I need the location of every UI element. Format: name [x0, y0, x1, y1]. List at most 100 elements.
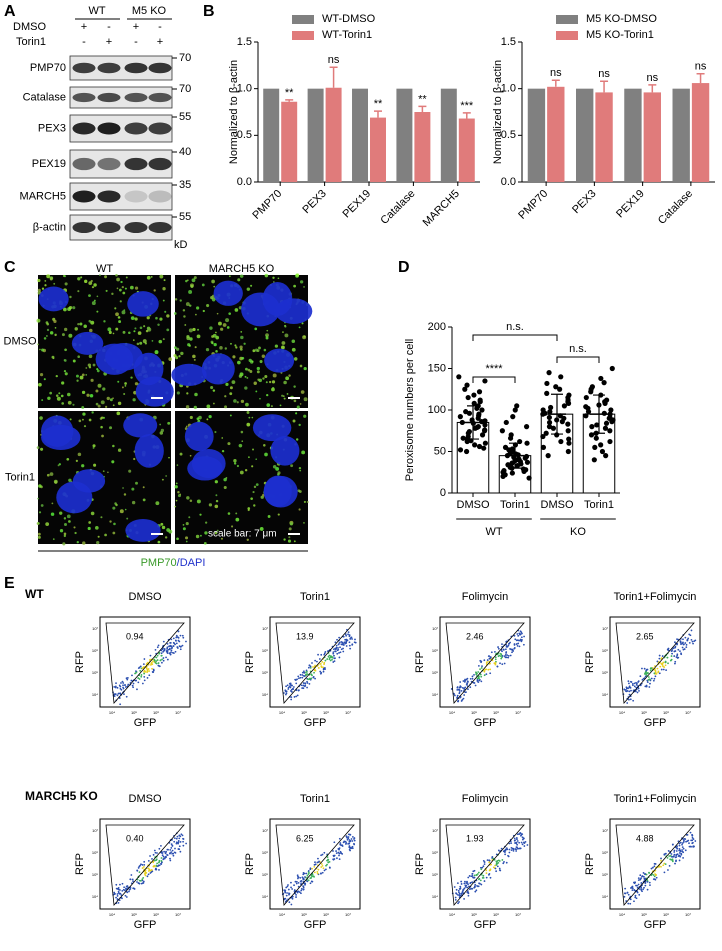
pmp70-signal — [49, 392, 52, 395]
pmp70-signal — [79, 322, 82, 325]
nucleus — [202, 353, 235, 384]
treatment-mark: - — [158, 21, 162, 33]
event-dot — [665, 664, 667, 666]
pmp70-signal — [38, 536, 41, 539]
event-dot — [176, 838, 178, 840]
blot-band — [149, 222, 172, 233]
pmp70-signal — [146, 330, 148, 332]
event-dot — [138, 867, 140, 869]
event-dot — [311, 662, 313, 664]
pmp70-signal — [131, 316, 135, 320]
y-axis-label: RFP — [74, 853, 86, 875]
pmp70-signal — [239, 444, 243, 448]
event-dot — [669, 865, 671, 867]
event-dot — [491, 651, 493, 653]
pmp70-signal — [46, 321, 49, 324]
event-dot — [661, 663, 663, 665]
event-dot — [684, 637, 686, 639]
event-dot — [691, 630, 693, 632]
pmp70-signal — [185, 536, 188, 539]
pmp70-signal — [88, 281, 92, 285]
pmp70-signal — [213, 286, 215, 288]
event-dot — [682, 842, 684, 844]
event-dot — [676, 854, 678, 856]
x-tick-label: PEX19 — [340, 188, 373, 221]
plot-frame — [100, 617, 190, 707]
pmp70-signal — [51, 512, 54, 515]
pmp70-signal — [211, 342, 213, 344]
event-dot — [158, 665, 160, 667]
event-dot — [505, 648, 507, 650]
event-dot — [291, 888, 293, 890]
y-tick-label: 0.0 — [237, 176, 252, 188]
event-dot — [466, 678, 468, 680]
event-dot — [478, 872, 480, 874]
pmp70-signal — [78, 453, 82, 457]
event-dot — [298, 690, 300, 692]
event-dot — [680, 854, 682, 856]
event-dot — [480, 676, 482, 678]
event-dot — [482, 877, 484, 879]
event-dot — [458, 901, 460, 903]
event-dot — [176, 646, 178, 648]
x-tick-label: 10⁷ — [175, 710, 181, 715]
event-dot — [685, 646, 687, 648]
pmp70-signal — [176, 348, 179, 351]
event-dot — [288, 901, 290, 903]
event-dot — [302, 885, 304, 887]
y-axis-label: Normalized to β-actin — [492, 60, 504, 164]
pmp70-signal — [180, 453, 183, 456]
y-tick-label: 10⁶ — [432, 648, 438, 653]
event-dot — [168, 645, 170, 647]
y-tick-label: 10⁶ — [262, 850, 268, 855]
event-dot — [172, 652, 174, 654]
event-dot — [179, 835, 181, 837]
data-point — [467, 411, 472, 416]
pmp70-signal — [241, 431, 244, 434]
event-dot — [164, 858, 166, 860]
pmp70-signal — [175, 485, 178, 488]
pmp70-signal — [254, 382, 257, 385]
pmp70-signal — [233, 459, 236, 462]
event-dot — [179, 845, 181, 847]
event-dot — [351, 643, 353, 645]
event-dot — [518, 640, 520, 642]
nucleus — [73, 469, 105, 492]
event-dot — [295, 894, 297, 896]
event-dot — [480, 879, 482, 881]
pmp70-signal — [288, 540, 291, 543]
event-dot — [336, 639, 338, 641]
bar — [281, 102, 297, 182]
pmp70-signal — [183, 309, 185, 311]
event-dot — [667, 662, 669, 664]
y-tick-label: 10⁷ — [262, 626, 268, 631]
pmp70-signal — [53, 320, 56, 323]
pmp70-signal — [160, 431, 163, 434]
event-dot — [150, 655, 152, 657]
pmp70-signal — [101, 416, 103, 418]
event-dot — [483, 659, 485, 661]
pmp70-signal — [113, 333, 115, 335]
event-dot — [310, 673, 312, 675]
event-dot — [641, 890, 643, 892]
pmp70-signal — [206, 418, 208, 420]
pmp70-signal — [176, 537, 179, 540]
pmp70-signal — [299, 470, 301, 472]
pmp70-signal — [186, 541, 188, 543]
y-tick-label: 10⁴ — [92, 894, 98, 899]
event-dot — [690, 832, 692, 834]
event-dot — [299, 891, 301, 893]
pmp70-signal — [266, 394, 268, 396]
event-dot — [161, 658, 163, 660]
event-dot — [643, 887, 645, 889]
event-dot — [674, 650, 676, 652]
pmp70-signal — [184, 324, 186, 326]
pmp70-signal — [47, 474, 50, 477]
pmp70-signal — [115, 274, 118, 277]
pmp70-signal — [122, 487, 124, 489]
event-dot — [527, 844, 529, 846]
event-dot — [116, 888, 118, 890]
event-dot — [636, 885, 638, 887]
x-tick-label: 10⁶ — [663, 710, 669, 715]
y-axis-label: Peroxisome numbers per cell — [404, 339, 416, 481]
